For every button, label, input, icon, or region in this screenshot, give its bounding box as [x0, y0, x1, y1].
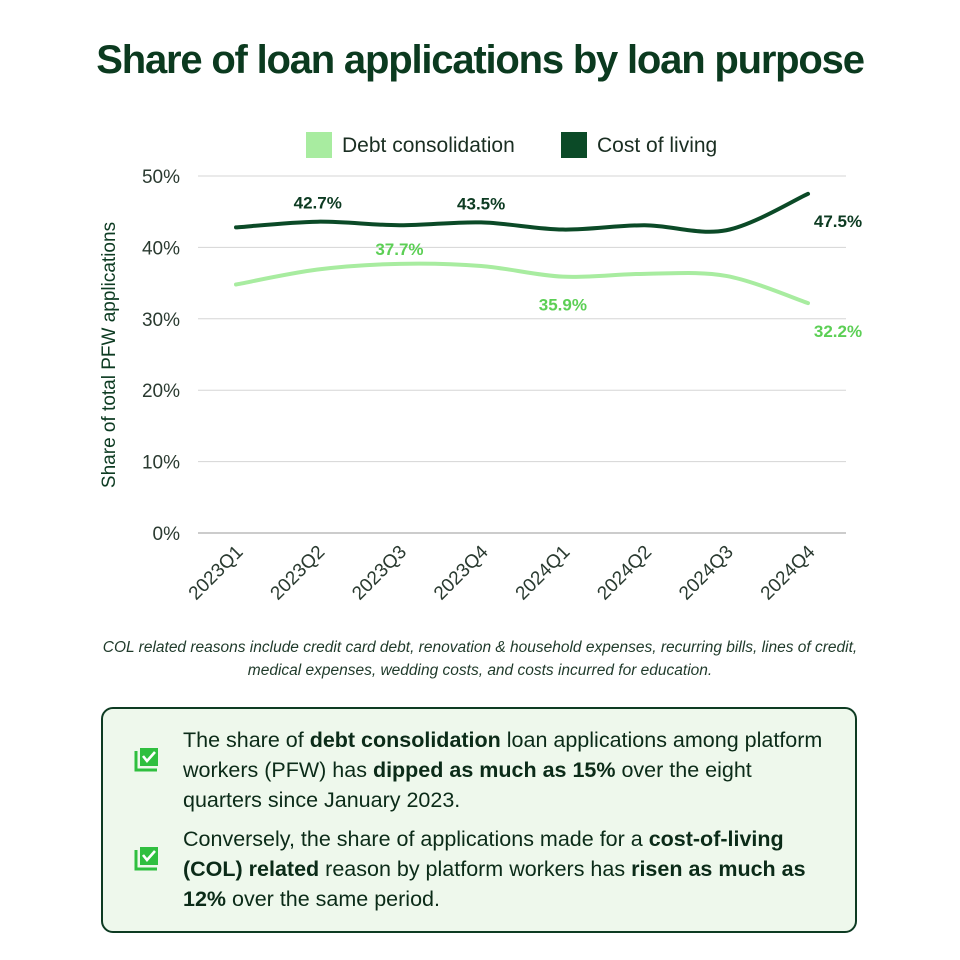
chart-title: Share of loan applications by loan purpo… — [96, 38, 865, 82]
finding-text-run: debt consolidation — [309, 728, 501, 752]
finding-text-run: Conversely, the share of applications ma… — [183, 827, 649, 851]
x-tick-label: 2024Q4 — [757, 541, 820, 604]
finding-text-run: over the eight quarters since January 20… — [183, 758, 752, 812]
data-label: 43.5% — [457, 194, 505, 213]
cost-of-living-line — [234, 191, 810, 234]
line-chart: 0% 10% 20% 30% 40% 50% Share of total PFW appl… — [99, 132, 862, 605]
chart-check-icon — [134, 847, 158, 871]
y-tick-label: 10% — [142, 453, 180, 474]
finding-text-run: cost-of-living (COL) related — [183, 827, 784, 881]
debt-consolidation-legend-swatch — [306, 132, 332, 158]
data-label: 32.2% — [814, 322, 862, 341]
x-tick-label: 2024Q3 — [675, 542, 738, 605]
finding-text-run: loan applications among platform workers… — [183, 728, 823, 782]
y-tick-label: 40% — [142, 238, 180, 259]
debt-consolidation-line — [234, 261, 810, 306]
y-axis-label: Share of total PFW applications — [99, 222, 120, 488]
data-label: 42.7% — [294, 194, 342, 213]
x-tick-label: 2023Q4 — [430, 541, 493, 604]
finding-2-text: Conversely, the share of applications ma… — [183, 824, 833, 914]
y-tick-label: 30% — [142, 310, 180, 331]
x-tick-label: 2023Q2 — [267, 542, 330, 605]
finding-text-run: reason by platform workers has — [319, 857, 632, 881]
chart-check-icon — [134, 748, 158, 772]
x-tick-label: 2024Q1 — [512, 542, 575, 605]
finding-1-text: The share of debt consolidation loan app… — [183, 725, 833, 815]
x-tick-label: 2023Q1 — [185, 542, 248, 605]
key-findings-box: The share of debt consolidation loan app… — [101, 707, 857, 933]
data-label: 47.5% — [814, 212, 862, 231]
data-label: 35.9% — [539, 296, 587, 315]
finding-text-run: dipped as much as 15% — [372, 758, 616, 782]
legend-label: Cost of living — [597, 134, 717, 157]
y-tick-label: 20% — [142, 381, 180, 402]
y-tick-label: 0% — [153, 524, 181, 545]
finding-text-run: The share of — [183, 728, 310, 752]
y-tick-label: 50% — [142, 167, 180, 188]
legend-label: Debt consolidation — [342, 134, 515, 157]
finding-text-run: over the same period. — [226, 887, 440, 911]
footnote: COL related reasons include credit card … — [102, 639, 858, 679]
data-label: 37.7% — [375, 240, 423, 259]
finding-text-run: risen as much as 12% — [183, 857, 806, 911]
x-tick-label: 2023Q3 — [348, 542, 411, 605]
x-tick-label: 2024Q2 — [593, 542, 656, 605]
cost-of-living-legend-swatch — [561, 132, 587, 158]
